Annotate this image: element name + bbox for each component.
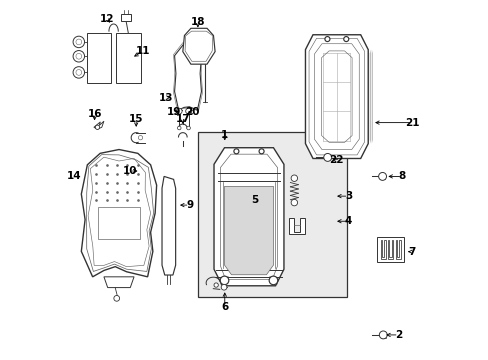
Polygon shape: [289, 218, 305, 234]
Polygon shape: [369, 50, 370, 144]
Polygon shape: [367, 50, 368, 144]
Circle shape: [73, 67, 84, 78]
Circle shape: [323, 153, 331, 161]
Polygon shape: [192, 32, 205, 60]
Text: 13: 13: [159, 93, 173, 103]
Text: 11: 11: [136, 46, 150, 56]
Circle shape: [290, 175, 297, 181]
Circle shape: [221, 284, 226, 290]
Circle shape: [73, 36, 84, 48]
Circle shape: [114, 296, 120, 301]
Text: 9: 9: [186, 200, 193, 210]
Text: 5: 5: [251, 195, 258, 205]
Text: 14: 14: [66, 171, 81, 181]
Text: 8: 8: [398, 171, 405, 181]
Circle shape: [73, 50, 84, 62]
Text: 4: 4: [344, 216, 351, 226]
Text: 17: 17: [175, 114, 190, 124]
Polygon shape: [214, 148, 284, 286]
Circle shape: [214, 283, 218, 287]
Circle shape: [186, 126, 190, 130]
Polygon shape: [183, 28, 215, 64]
Circle shape: [343, 37, 348, 41]
Bar: [198, 132, 346, 297]
Text: 3: 3: [344, 191, 351, 201]
Circle shape: [220, 276, 228, 285]
Text: 10: 10: [122, 166, 137, 176]
Circle shape: [268, 276, 277, 285]
Text: 18: 18: [190, 17, 204, 27]
Text: 2: 2: [394, 330, 402, 340]
Polygon shape: [116, 33, 140, 83]
Polygon shape: [371, 50, 372, 144]
Text: 20: 20: [185, 107, 199, 117]
Polygon shape: [94, 121, 104, 129]
Circle shape: [379, 331, 386, 339]
Circle shape: [378, 172, 386, 180]
Text: 22: 22: [328, 155, 343, 165]
Circle shape: [233, 149, 239, 154]
Polygon shape: [174, 44, 201, 110]
Text: 1: 1: [221, 130, 228, 140]
Circle shape: [259, 149, 264, 154]
Circle shape: [290, 199, 297, 206]
Polygon shape: [81, 149, 156, 277]
Polygon shape: [224, 186, 273, 275]
Polygon shape: [86, 33, 111, 83]
Circle shape: [95, 125, 100, 130]
Circle shape: [177, 126, 181, 130]
Polygon shape: [104, 277, 134, 288]
Text: 19: 19: [166, 107, 181, 117]
Text: 6: 6: [221, 302, 228, 312]
Circle shape: [324, 37, 329, 41]
Circle shape: [185, 108, 191, 114]
Bar: [376, 237, 403, 262]
Polygon shape: [305, 35, 367, 158]
Text: 12: 12: [100, 14, 115, 24]
Text: 16: 16: [87, 109, 102, 119]
Polygon shape: [121, 14, 131, 22]
Text: 7: 7: [408, 247, 415, 257]
Circle shape: [176, 108, 182, 114]
Polygon shape: [162, 176, 175, 275]
Text: 21: 21: [404, 118, 419, 128]
Text: 15: 15: [129, 114, 143, 124]
